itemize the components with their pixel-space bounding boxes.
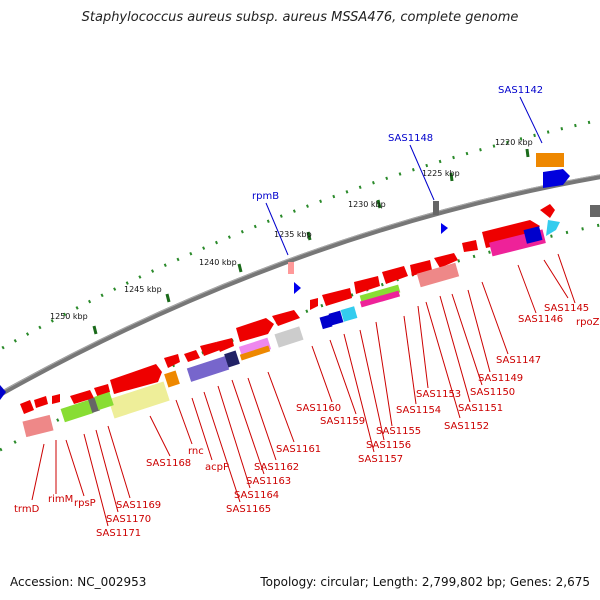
gene-label: acpP (205, 462, 229, 473)
kbp-label: 1225 kbp (422, 169, 460, 178)
gene-label: rpsP (74, 498, 96, 509)
kbp-label: 1245 kbp (124, 285, 162, 294)
kbp-label: 1230 kbp (348, 200, 386, 209)
gene-label: SAS1162 (254, 462, 299, 473)
gene-label: SAS1153 (416, 389, 461, 400)
gene-label: SAS1155 (376, 426, 421, 437)
topology-text: Topology: circular; Length: 2,799,802 bp… (260, 575, 590, 589)
gene-label: SAS1150 (470, 387, 515, 398)
accession-text: Accession: NC_002953 (10, 575, 147, 589)
gene-label: SAS1169 (116, 500, 161, 511)
kbp-label: 1240 kbp (199, 258, 237, 267)
genome-backbone-highlight (0, 174, 600, 393)
gene-label: SAS1151 (458, 403, 503, 414)
gene-label: SAS1154 (396, 405, 441, 416)
gene-features[interactable] (0, 204, 600, 438)
genome-backbone (0, 174, 600, 398)
gene-labels: SAS1145 rpoZ SAS1146 SAS1147 SAS1149 SAS… (14, 303, 600, 539)
kbp-label: 1250 kbp (50, 312, 88, 321)
marker-label: SAS1142 (498, 85, 543, 96)
gene-label: SAS1149 (478, 373, 523, 384)
marker-label: rpmB (252, 191, 279, 202)
gene-label: SAS1157 (358, 454, 403, 465)
gene-label: SAS1163 (246, 476, 291, 487)
gene-label: SAS1152 (444, 421, 489, 432)
gene-label: trmD (14, 504, 40, 515)
major-ticks (92, 148, 530, 335)
gene-label: SAS1165 (226, 504, 271, 515)
marker-sas1142[interactable]: SAS1142 (498, 85, 570, 188)
gene-label: SAS1168 (146, 458, 191, 469)
gene-label: rnc (188, 446, 204, 457)
gene-label: SAS1156 (366, 440, 411, 451)
gene-label: SAS1170 (106, 514, 151, 525)
gene-label: SAS1159 (320, 416, 365, 427)
gene-label: SAS1147 (496, 355, 541, 366)
gene-leader-lines (31, 253, 576, 527)
marker-sas1148[interactable]: SAS1148 (388, 133, 448, 234)
marker-rpmb[interactable]: rpmB (252, 191, 301, 294)
kbp-label: 1220 kbp (495, 138, 533, 147)
gene-label: SAS1160 (296, 403, 341, 414)
gene-label: rimM (48, 494, 73, 505)
gene-label: SAS1171 (96, 528, 141, 539)
gene-label: SAS1145 (544, 303, 589, 314)
kbp-label: 1235 kbp (274, 230, 312, 239)
gene-label: SAS1146 (518, 314, 563, 325)
map-title: Staphylococcus aureus subsp. aureus MSSA… (81, 10, 519, 25)
gene-label: SAS1164 (234, 490, 279, 501)
gene-label: rpoZ (576, 317, 600, 328)
marker-label: SAS1148 (388, 133, 433, 144)
gene-label: SAS1161 (276, 444, 321, 455)
